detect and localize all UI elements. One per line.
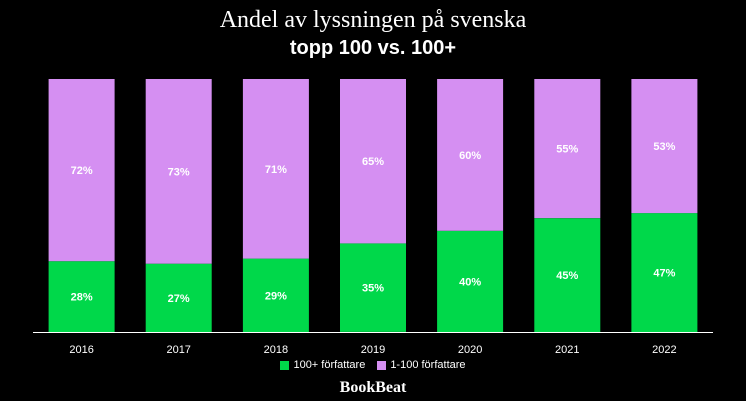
data-label-2020-series-2: 60% (459, 150, 481, 162)
x-tick-label-2017: 2017 (166, 344, 190, 356)
x-tick-label-2016: 2016 (69, 344, 93, 356)
data-label-2017-series-2: 73% (168, 166, 190, 178)
data-label-2018-series-1: 29% (265, 290, 287, 302)
bar-labels-group: 28% 72% 27% 73% 29% 71% 35% 65% 40% 60% 45% 55% 47% 5… (71, 141, 676, 305)
x-tick-label-2020: 2020 (458, 344, 482, 356)
legend-swatch-series-1 (280, 360, 290, 370)
legend-label-series-2: 1-100 författare (390, 359, 466, 371)
chart-subtitle: topp 100 vs. 100+ (289, 37, 457, 59)
bar-2020-series-1 (437, 230, 504, 332)
bar-2022-series-1 (631, 213, 698, 332)
bar-2018-series-2 (242, 79, 309, 259)
x-tick-label-2022: 2022 (652, 344, 676, 356)
data-label-2017-series-1: 27% (168, 293, 190, 305)
data-label-2018-series-2: 71% (265, 164, 287, 176)
bar-2016-series-2 (48, 79, 115, 262)
bar-2019-series-1 (340, 243, 406, 332)
legend: 100+ författare 1-100 författare (0, 358, 746, 372)
x-tick-label-2019: 2019 (361, 344, 385, 356)
data-label-2019-series-2: 65% (362, 156, 384, 168)
chart-title: Andel av lyssningen på svenska (219, 7, 527, 33)
data-label-2019-series-1: 35% (362, 283, 384, 295)
data-label-2021-series-1: 45% (556, 270, 578, 282)
legend-label-series-1: 100+ författare (293, 359, 366, 371)
x-tick-label-2018: 2018 (264, 344, 288, 356)
bar-2018-series-1 (242, 258, 309, 332)
bar-2020-series-2 (437, 79, 504, 231)
bar-2019-series-2 (340, 79, 406, 244)
legend-swatch-series-2 (377, 360, 387, 370)
legend-item-series-2: 1-100 författare (377, 358, 466, 372)
data-label-2022-series-1: 47% (653, 268, 675, 280)
legend-item-series-1: 100+ författare (280, 358, 365, 372)
data-label-2021-series-2: 55% (556, 144, 578, 156)
bar-2022-series-2 (631, 79, 698, 214)
data-label-2020-series-1: 40% (459, 276, 481, 288)
bar-2016-series-1 (48, 261, 115, 332)
bar-2021-series-2 (534, 79, 601, 219)
data-label-2022-series-2: 53% (653, 141, 675, 153)
bars-group (48, 79, 698, 332)
data-label-2016-series-2: 72% (71, 165, 93, 177)
bar-2021-series-1 (534, 218, 601, 332)
bar-2017-series-1 (145, 263, 212, 332)
bar-2017-series-2 (145, 79, 212, 264)
data-label-2016-series-1: 28% (71, 292, 93, 304)
brand-logo-text: BookBeat (339, 379, 407, 396)
x-tick-label-2021: 2021 (555, 344, 579, 356)
x-tick-labels-group: 2016 2017 2018 2019 2020 2021 2022 (69, 344, 676, 356)
